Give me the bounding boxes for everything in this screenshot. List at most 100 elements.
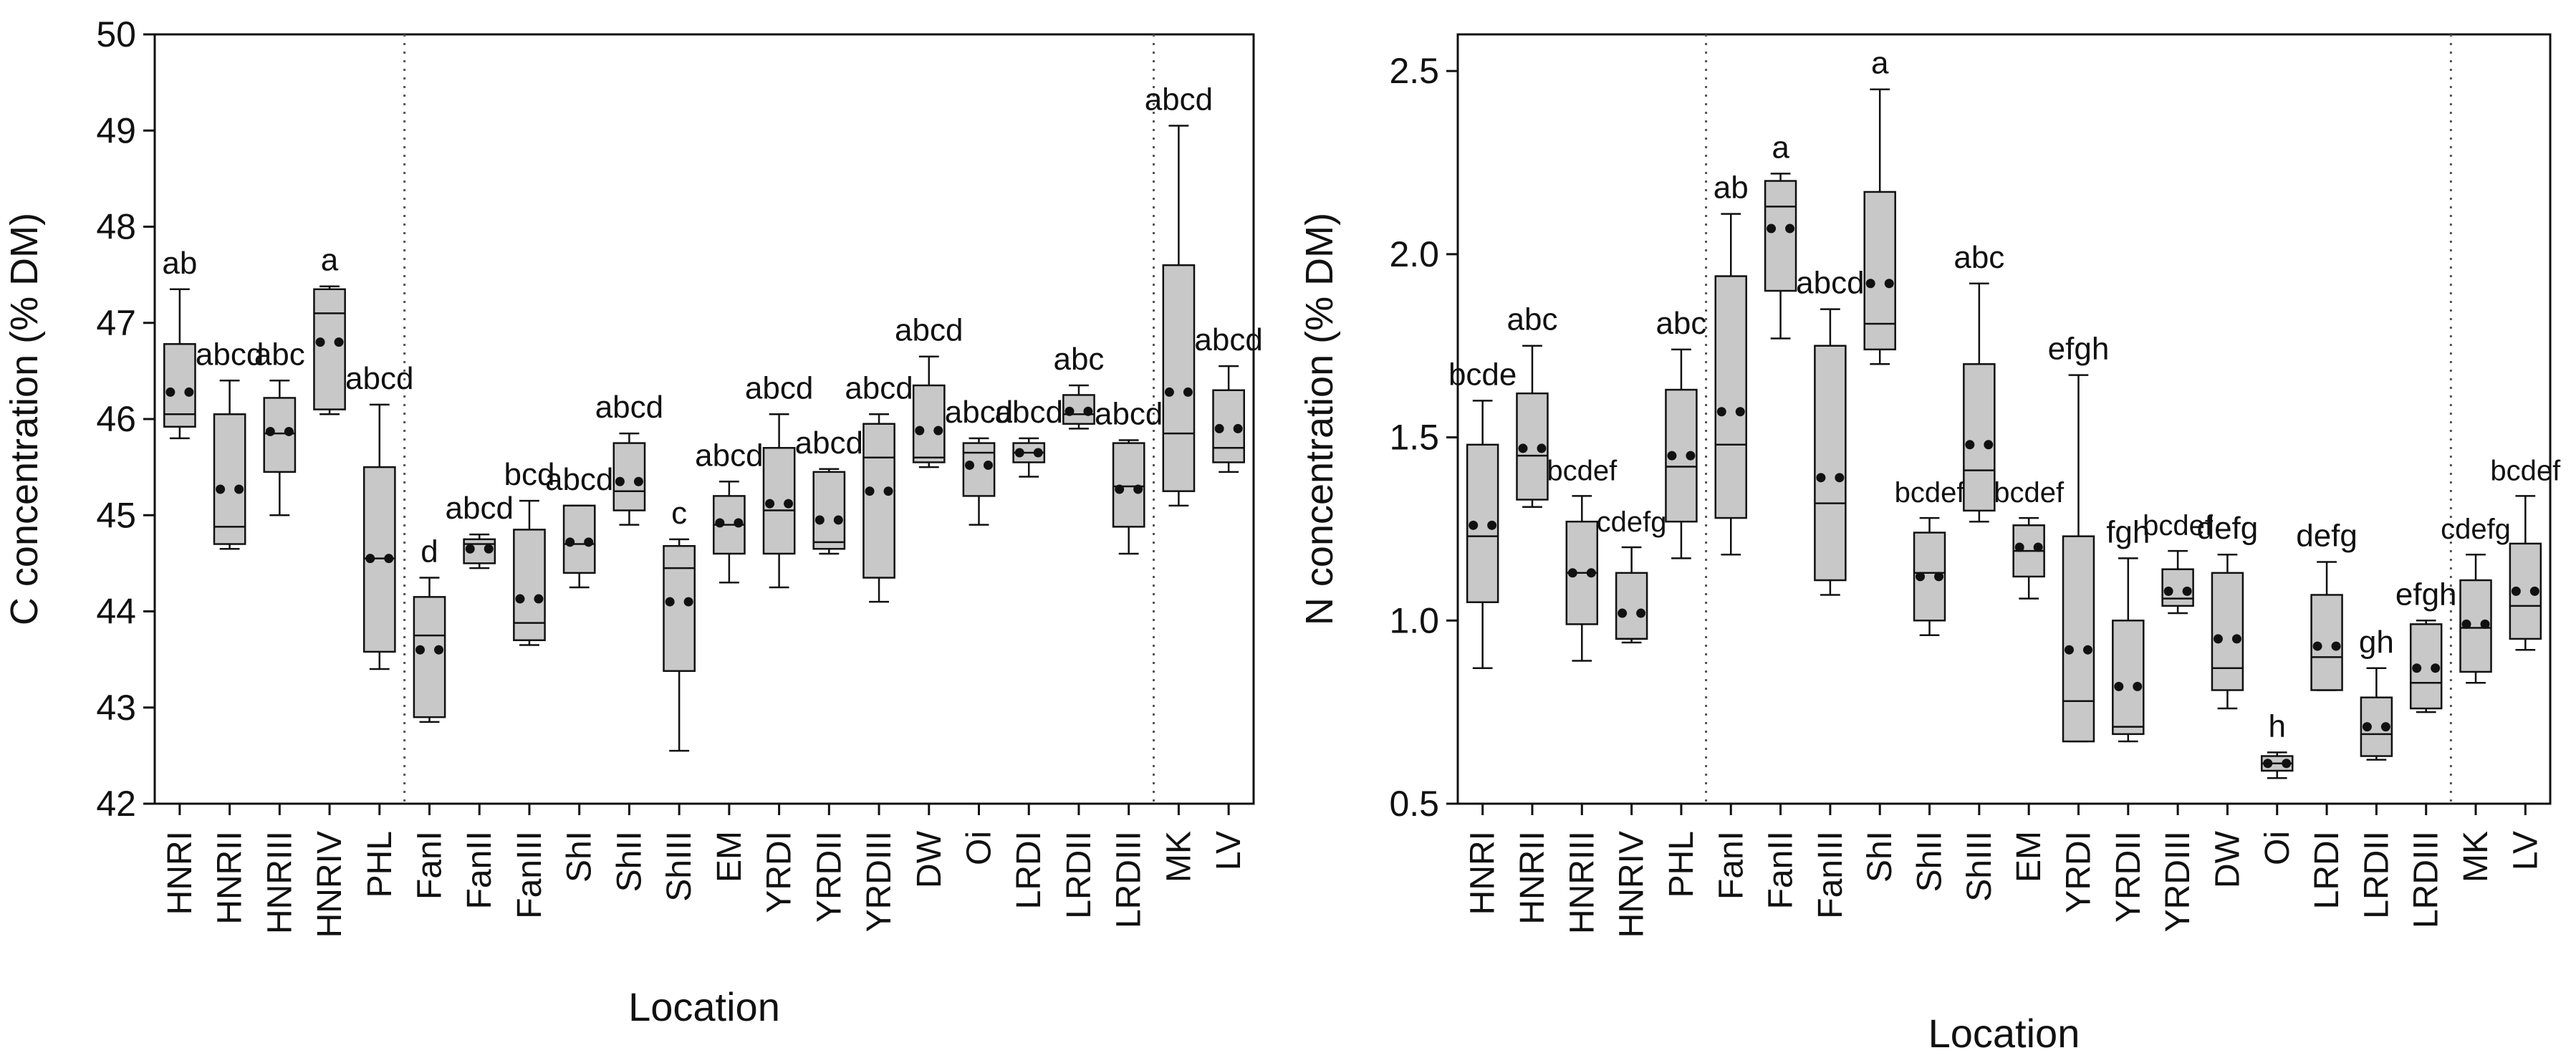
box-yrdii: abcd <box>795 425 863 555</box>
y-tick-label: 42 <box>96 784 136 824</box>
significance-letter: abc <box>1507 302 1558 337</box>
y-tick-label: 2.5 <box>1389 51 1439 91</box>
mean-dot <box>1667 451 1677 461</box>
significance-letter: abcd <box>595 390 663 425</box>
mean-dot <box>1916 572 1926 582</box>
mean-dot <box>2282 759 2292 769</box>
mean-dot <box>2511 586 2521 596</box>
iqr-box <box>1162 264 1196 492</box>
mean-dot <box>165 387 176 397</box>
box-hnriii: abc <box>254 337 305 516</box>
significance-letter: abcd <box>1796 266 1864 301</box>
significance-letter: defg <box>2197 511 2259 546</box>
mean-dot <box>833 515 843 525</box>
mean-dot <box>765 499 775 509</box>
significance-letter: abcd <box>345 361 413 396</box>
x-tick-label: EM <box>711 831 749 882</box>
box-oi: h <box>2261 708 2294 779</box>
significance-letter: abcd <box>895 313 963 348</box>
box-lrdi: defg <box>2296 518 2358 691</box>
mean-dot <box>1618 608 1628 618</box>
box-faniii: bcd <box>504 457 554 646</box>
x-tick-label: PHL <box>1663 831 1701 898</box>
x-tick-label: FanI <box>411 831 449 900</box>
n-concentration-chart: 0.5 1.0 1.5 2.0 2.5 N concentration (% DM) Loc… <box>1298 33 2561 1056</box>
mean-dot <box>2380 722 2390 732</box>
significance-letter: abcd <box>695 438 763 473</box>
mean-dot <box>2231 634 2241 644</box>
significance-letter: a <box>1871 46 1889 81</box>
mean-dot <box>2163 586 2173 596</box>
significance-letter: abcd <box>945 395 1013 430</box>
x-tick-label: FanI <box>1712 831 1750 900</box>
significance-letter: abc <box>1655 306 1706 341</box>
mean-dot <box>515 594 525 604</box>
x-tick-label: HNRI <box>161 831 199 915</box>
x-tick-label: LRDI <box>1010 831 1048 909</box>
box-oi: abcd <box>945 395 1013 526</box>
box-shi: abcd <box>545 462 613 589</box>
significance-letter: abcd <box>196 337 264 372</box>
mean-dot <box>2480 619 2490 629</box>
x-tick-label: HNRIV <box>311 831 349 938</box>
mean-dot <box>1884 279 1894 289</box>
x-tick-label: DW <box>2209 830 2246 888</box>
iqr-box <box>413 596 446 718</box>
mean-dot <box>965 460 974 470</box>
significance-letter: cdefg <box>2441 514 2511 545</box>
mean-dot <box>1835 473 1845 483</box>
x-tick-label: ShII <box>610 831 648 892</box>
mean-dot <box>2529 586 2539 596</box>
box-fanii: abcd <box>446 491 514 569</box>
x-tick-label: YRDIII <box>860 831 898 932</box>
significance-letter: bcde <box>1448 357 1517 392</box>
mean-dot <box>1785 223 1795 234</box>
mean-dot <box>534 594 544 604</box>
mean-dot <box>1214 423 1224 433</box>
mean-dot <box>2014 542 2024 552</box>
box-lrdii: gh <box>2359 625 2394 761</box>
mean-dot <box>365 554 375 564</box>
box-hnri: ab <box>162 246 197 440</box>
y-tick-label: 0.5 <box>1389 784 1439 824</box>
box-yrdii: fgh <box>2106 514 2150 743</box>
significance-letter: a <box>321 243 339 278</box>
mean-dot <box>633 476 643 486</box>
mean-dot <box>1115 484 1125 494</box>
x-tick-label: LRDI <box>2308 831 2346 909</box>
iqr-box <box>912 384 946 463</box>
y-axis-title: C concentration (% DM) <box>3 213 46 625</box>
box-phl: abcd <box>345 361 413 670</box>
mean-dot <box>334 337 344 347</box>
mean-dot <box>615 476 625 486</box>
box-lv: bcdef <box>2490 455 2561 651</box>
iqr-box <box>663 544 696 672</box>
significance-letter: bcdef <box>1994 477 2065 509</box>
mean-dot <box>883 486 893 496</box>
significance-letter: fgh <box>2106 514 2150 549</box>
iqr-box <box>2062 535 2095 743</box>
x-tick-label: YRDI <box>761 831 799 913</box>
y-tick-label: 1.0 <box>1389 600 1439 640</box>
box-dw: defg <box>2197 511 2259 710</box>
mean-dot <box>1518 443 1528 453</box>
box-hnriv: cdefg <box>1597 506 1667 644</box>
iqr-box <box>1714 275 1747 519</box>
mean-dot <box>2182 586 2192 596</box>
significance-letter: bcdef <box>1895 477 1966 509</box>
mean-dot <box>865 486 875 496</box>
y-tick-label: 1.5 <box>1389 418 1439 458</box>
box-hnriii: bcdef <box>1547 455 1618 662</box>
box-lv: abcd <box>1194 322 1263 473</box>
significance-letter: c <box>671 496 687 531</box>
box-hnri: bcde <box>1448 357 1517 670</box>
x-tick-label: LV <box>1210 831 1248 870</box>
box-yrdiii: bcdef <box>2143 510 2214 615</box>
mean-dot <box>915 425 925 436</box>
mean-dot <box>784 499 794 509</box>
box-phl: abc <box>1655 306 1706 559</box>
mean-dot <box>184 387 194 397</box>
x-tick-label: ShIII <box>660 831 698 902</box>
mean-dot <box>2312 641 2322 651</box>
mean-dot <box>1984 440 1994 450</box>
